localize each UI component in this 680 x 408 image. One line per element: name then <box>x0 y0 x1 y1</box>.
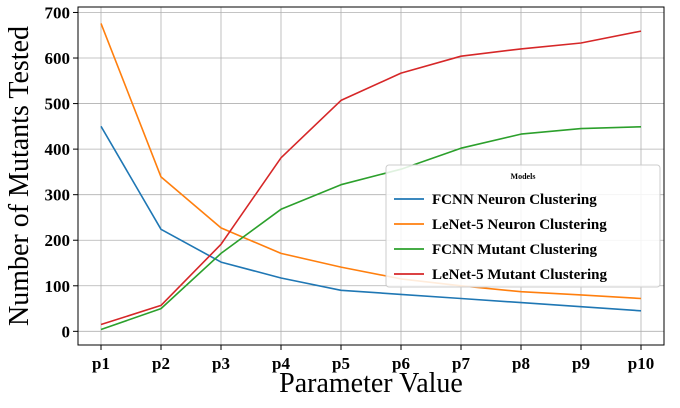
legend-label: LeNet-5 Mutant Clustering <box>432 267 607 283</box>
series-line-lenet-5-neuron-clustering <box>100 23 642 300</box>
x-tick-label: p5 <box>332 354 350 373</box>
legend-label: FCNN Neuron Clustering <box>432 192 597 208</box>
y-tick-label: 0 <box>62 322 71 341</box>
series-line-fcnn-neuron-clustering <box>100 125 642 312</box>
x-tick-label: p6 <box>392 354 410 373</box>
legend-label: LeNet-5 Neuron Clustering <box>432 217 607 233</box>
x-tick-label: p1 <box>92 354 110 373</box>
y-tick-label: 500 <box>45 95 71 114</box>
legend-label: FCNN Mutant Clustering <box>432 242 597 258</box>
y-tick-label: 100 <box>45 277 71 296</box>
y-tick-label: 600 <box>45 49 71 68</box>
series-line-lenet-5-mutant-clustering <box>100 30 642 326</box>
x-tick-label: p7 <box>452 354 470 373</box>
x-tick-label: p9 <box>572 354 590 373</box>
y-tick-label: 300 <box>45 186 71 205</box>
y-tick-label: 200 <box>45 231 71 250</box>
x-tick-label: p2 <box>152 354 170 373</box>
x-tick-label: p10 <box>628 354 654 373</box>
series-lines <box>100 23 642 331</box>
x-tick-label: p8 <box>512 354 530 373</box>
legend-box <box>385 164 661 288</box>
y-tick-label: 400 <box>45 140 71 159</box>
x-tick-label: p4 <box>272 354 290 373</box>
x-axis-title: Parameter Value <box>279 368 463 399</box>
series-line-fcnn-mutant-clustering <box>100 126 642 331</box>
x-tick-label: p3 <box>212 354 230 373</box>
legend-title: Models <box>511 172 536 181</box>
y-axis-title: Number of Mutants Tested <box>4 26 35 326</box>
axis-ticks: p1 p2 p3 p4 p5 p6 p7 p8 p9 p10 0 100 200 300 400 500 600… <box>45 3 655 373</box>
plot-frame <box>77 6 665 346</box>
legend: Models FCNN Neuron Clustering LeNet-5 Neu… <box>385 164 661 288</box>
y-tick-label: 700 <box>45 3 71 22</box>
